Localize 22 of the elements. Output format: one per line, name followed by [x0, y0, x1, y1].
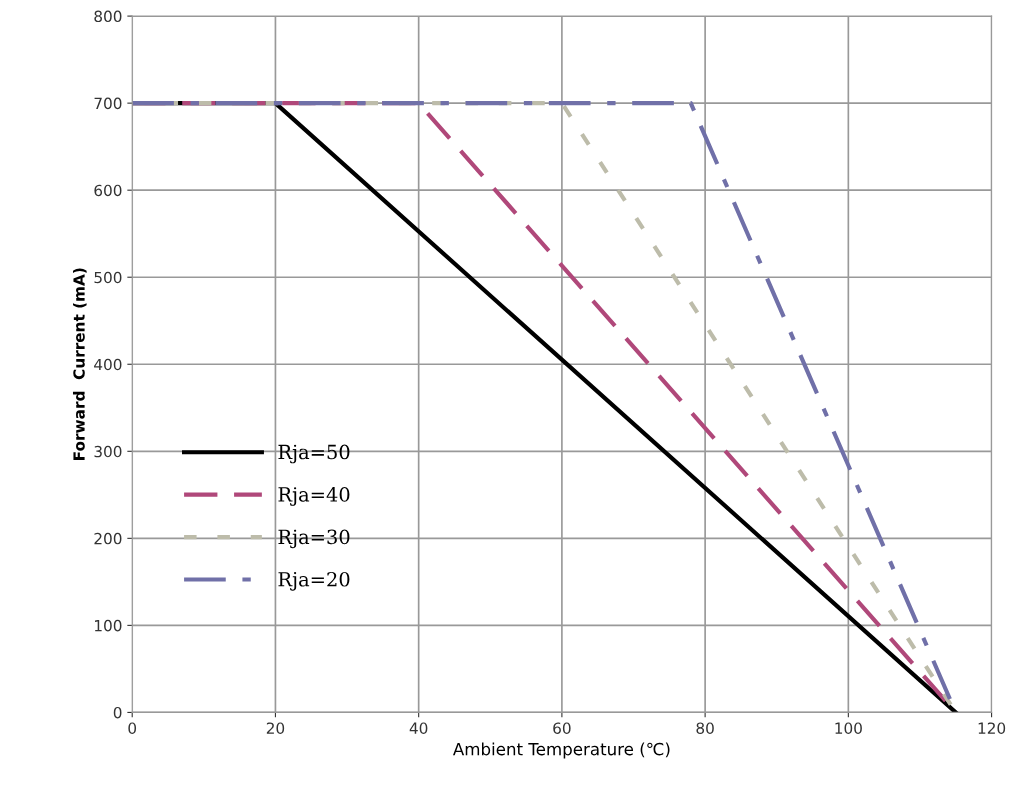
y-tick-label: 300	[94, 445, 122, 458]
y-tick-label: 100	[95, 619, 122, 632]
y-tick-label: 0	[113, 706, 122, 719]
y-tick-label: 800	[94, 10, 122, 23]
x-tick-label: 100	[835, 722, 862, 734]
y-tick-label: 400	[94, 358, 122, 371]
x-tick-label: 40	[409, 722, 428, 734]
x-tick-label: 120	[978, 722, 1006, 734]
y-tick-label: 200	[94, 532, 122, 545]
y-tick-label: 500	[94, 271, 122, 284]
y-tick-label: 600	[94, 184, 122, 197]
legend-label: Rja=20	[278, 571, 350, 591]
x-tick-label: 80	[696, 722, 714, 734]
x-tick-label: 60	[553, 722, 571, 734]
x-tick-label: 20	[266, 722, 285, 734]
x-tick-label: 0	[128, 722, 137, 734]
y-axis-title: Forward Current (mA)	[72, 268, 87, 460]
legend-label: Rja=30	[278, 529, 350, 549]
x-axis-title: Ambient Temperature (℃)	[452, 742, 670, 759]
y-tick-label: 700	[94, 97, 122, 110]
legend-label: Rja=50	[278, 444, 350, 464]
legend-label: Rja=40	[278, 487, 350, 506]
